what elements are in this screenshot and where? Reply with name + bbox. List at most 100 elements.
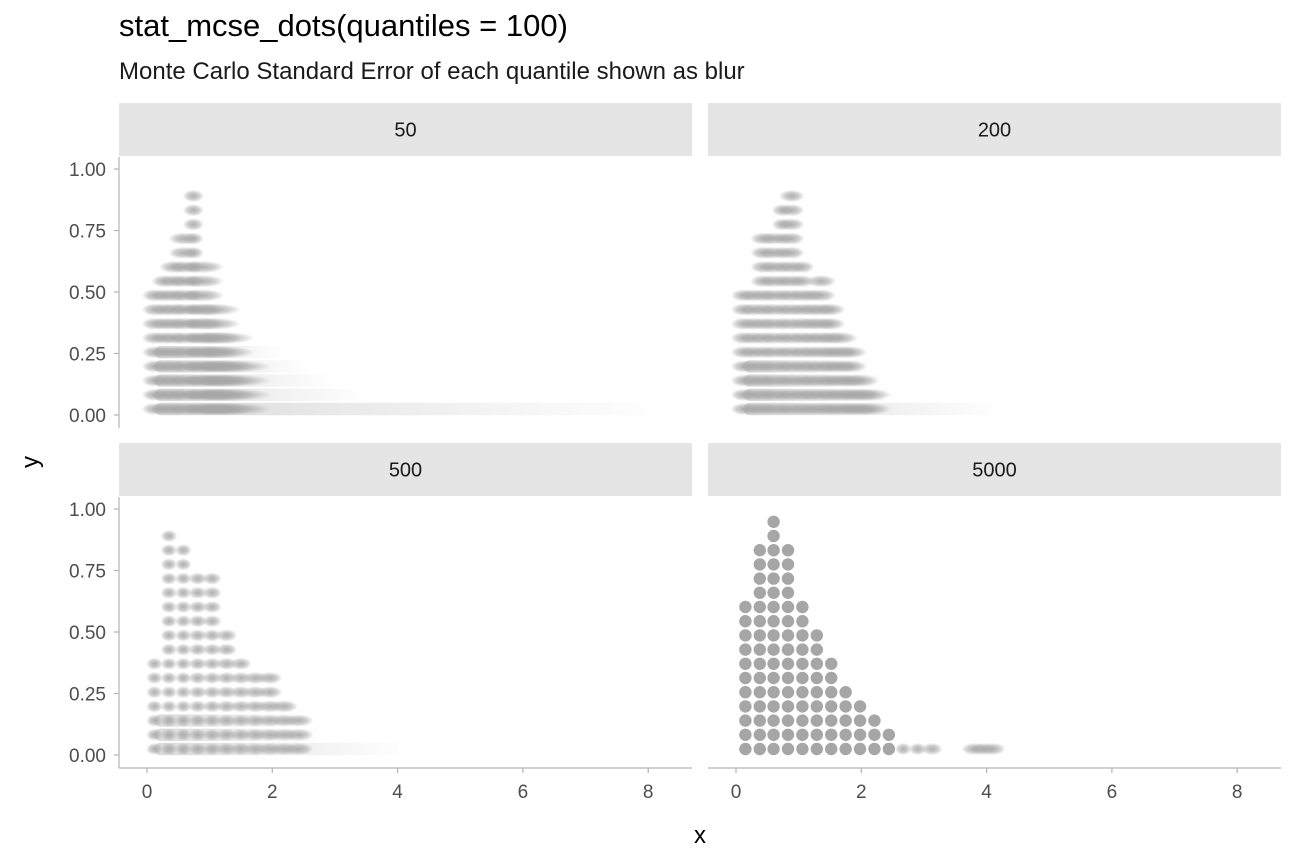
dot-mark: [767, 586, 780, 599]
dot-mark: [188, 572, 208, 585]
dot-mark: [753, 615, 767, 628]
dot-mark: [825, 742, 838, 756]
dot-mark: [202, 615, 222, 628]
dot-mark: [182, 246, 204, 259]
dot-mark: [825, 657, 838, 670]
dot-mark: [853, 742, 867, 756]
dot-mark: [189, 346, 255, 359]
dot-mark: [810, 657, 824, 670]
dot-mark: [825, 728, 838, 741]
dot-mark: [847, 402, 891, 416]
dot-mark: [980, 742, 1006, 756]
dot-mark: [146, 742, 163, 756]
dot-mark: [283, 714, 314, 727]
dot-mark: [160, 657, 178, 670]
dot-mark: [882, 728, 896, 741]
dot-mark: [789, 275, 815, 288]
dot-mark: [174, 615, 192, 628]
dot-mark: [810, 671, 824, 685]
dot-mark: [796, 671, 809, 685]
dot-mark: [868, 728, 881, 741]
dot-mark: [781, 728, 795, 741]
dot-mark: [193, 360, 272, 373]
dot-mark: [868, 742, 881, 756]
dot-mark: [796, 700, 809, 713]
dot-mark: [882, 742, 896, 756]
chart-subtitle: Monte Carlo Standard Error of each quant…: [119, 58, 745, 85]
dot-mark: [174, 686, 192, 699]
dot-mark: [160, 714, 178, 727]
dot-mark: [174, 572, 192, 585]
dot-mark: [781, 742, 795, 756]
dot-mark: [753, 700, 767, 713]
dot-mark: [921, 742, 943, 756]
x-tick-label: 2: [856, 782, 867, 803]
dot-mark: [753, 643, 767, 656]
dot-mark: [796, 686, 809, 699]
dot-mark: [188, 629, 208, 642]
dot-mark: [174, 714, 192, 727]
y-tick-label: 1.00: [69, 500, 106, 521]
dot-mark: [739, 700, 752, 713]
dot-mark: [160, 600, 178, 614]
dot-mark: [202, 629, 222, 642]
dot-mark: [160, 728, 178, 741]
dot-mark: [796, 728, 809, 741]
x-tick-label: 4: [981, 782, 992, 803]
dot-mark: [839, 714, 852, 727]
dot-mark: [853, 728, 867, 741]
dot-mark: [174, 671, 192, 685]
y-tick-label: 0.50: [69, 623, 106, 644]
dot-mark: [739, 742, 752, 756]
dot-mark: [815, 317, 846, 330]
y-tick-label: 0.25: [69, 345, 106, 366]
dot-mark: [767, 714, 780, 727]
dot-mark: [160, 529, 178, 543]
dot-mark: [781, 714, 795, 727]
dot-mark: [825, 671, 838, 685]
dot-mark: [781, 671, 795, 685]
dot-mark: [182, 204, 204, 217]
dot-mark: [182, 218, 204, 231]
dot-mark: [257, 686, 283, 699]
dot-mark: [188, 671, 208, 685]
dot-mark: [778, 204, 805, 217]
dot-mark: [796, 600, 809, 614]
dot-mark: [202, 700, 222, 713]
dot-mark: [283, 728, 314, 741]
dot-mark: [182, 232, 204, 245]
dot-mark: [188, 700, 208, 713]
x-tick-label: 4: [392, 782, 403, 803]
dot-mark: [767, 671, 780, 685]
dot-mark: [202, 572, 222, 585]
dot-mark: [781, 558, 795, 571]
dot-mark: [753, 657, 767, 670]
dot-mark: [160, 700, 178, 713]
y-tick-label: 0.50: [69, 283, 106, 304]
dot-mark: [781, 629, 795, 642]
dot-mark: [753, 558, 767, 571]
mcse-blur-tail: [154, 402, 667, 416]
dot-mark: [174, 586, 192, 599]
dot-mark: [215, 629, 238, 642]
dot-mark: [753, 600, 767, 614]
dot-mark: [815, 303, 846, 316]
dot-mark: [839, 686, 852, 699]
dot-mark: [832, 360, 868, 373]
dot-mark: [767, 572, 780, 585]
dot-mark: [202, 686, 222, 699]
dot-mark: [753, 742, 767, 756]
y-tick-label: 0.00: [69, 406, 106, 427]
dot-mark: [767, 529, 780, 543]
dot-mark: [160, 643, 178, 656]
dot-mark: [283, 742, 314, 756]
dot-mark: [810, 643, 824, 656]
dot-mark: [202, 742, 222, 756]
dot-mark: [796, 615, 809, 628]
dot-mark: [146, 714, 163, 727]
dot-mark: [174, 728, 192, 741]
dot-mark: [839, 700, 852, 713]
dot-mark: [174, 657, 192, 670]
y-tick-label: 0.25: [69, 685, 106, 706]
dot-mark: [202, 643, 222, 656]
